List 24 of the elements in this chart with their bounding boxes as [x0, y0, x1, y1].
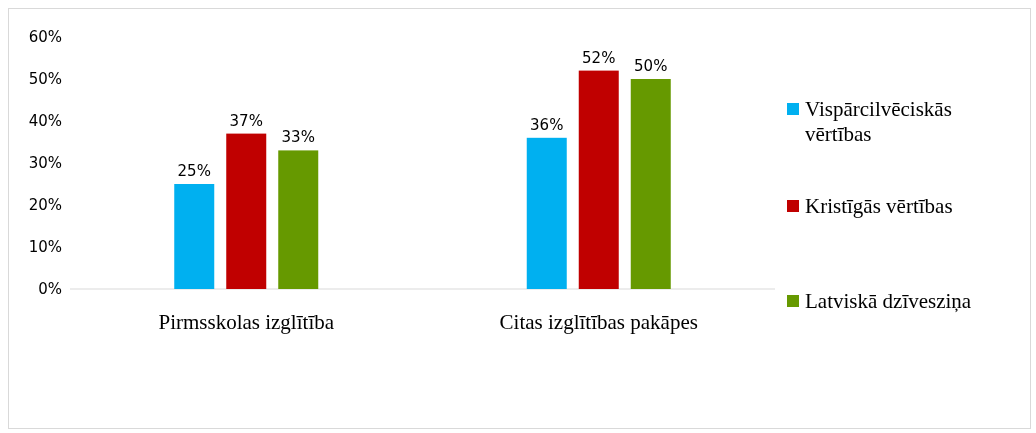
- bar: [226, 133, 267, 289]
- data-label: 25%: [177, 162, 211, 180]
- y-tick-label: 0%: [38, 280, 62, 299]
- y-tick-label: 10%: [28, 238, 62, 257]
- y-tick-label: 40%: [28, 112, 62, 131]
- data-label: 50%: [634, 57, 668, 75]
- legend-label: Vispārcilvēciskās vērtības: [805, 97, 952, 147]
- y-tick-label: 60%: [28, 28, 62, 47]
- y-tick-label: 20%: [28, 196, 62, 215]
- y-tick-label: 30%: [28, 154, 62, 173]
- data-label: 36%: [530, 115, 564, 134]
- bar: [174, 184, 215, 289]
- data-label: 37%: [229, 111, 263, 130]
- data-label: 33%: [281, 128, 315, 147]
- legend-label: Latviskā dzīvesziņa: [805, 289, 972, 313]
- legend-label: Kristīgās vērtības: [805, 194, 953, 218]
- data-label: 52%: [582, 48, 616, 67]
- y-tick-label: 50%: [28, 70, 62, 89]
- bar: [526, 137, 567, 289]
- bar: [578, 70, 619, 289]
- bar: [630, 79, 671, 289]
- x-tick-label: Citas izglītības pakāpes: [499, 310, 698, 334]
- x-tick-label: Pirmsskolas izglītība: [158, 310, 335, 334]
- bar: [278, 150, 319, 289]
